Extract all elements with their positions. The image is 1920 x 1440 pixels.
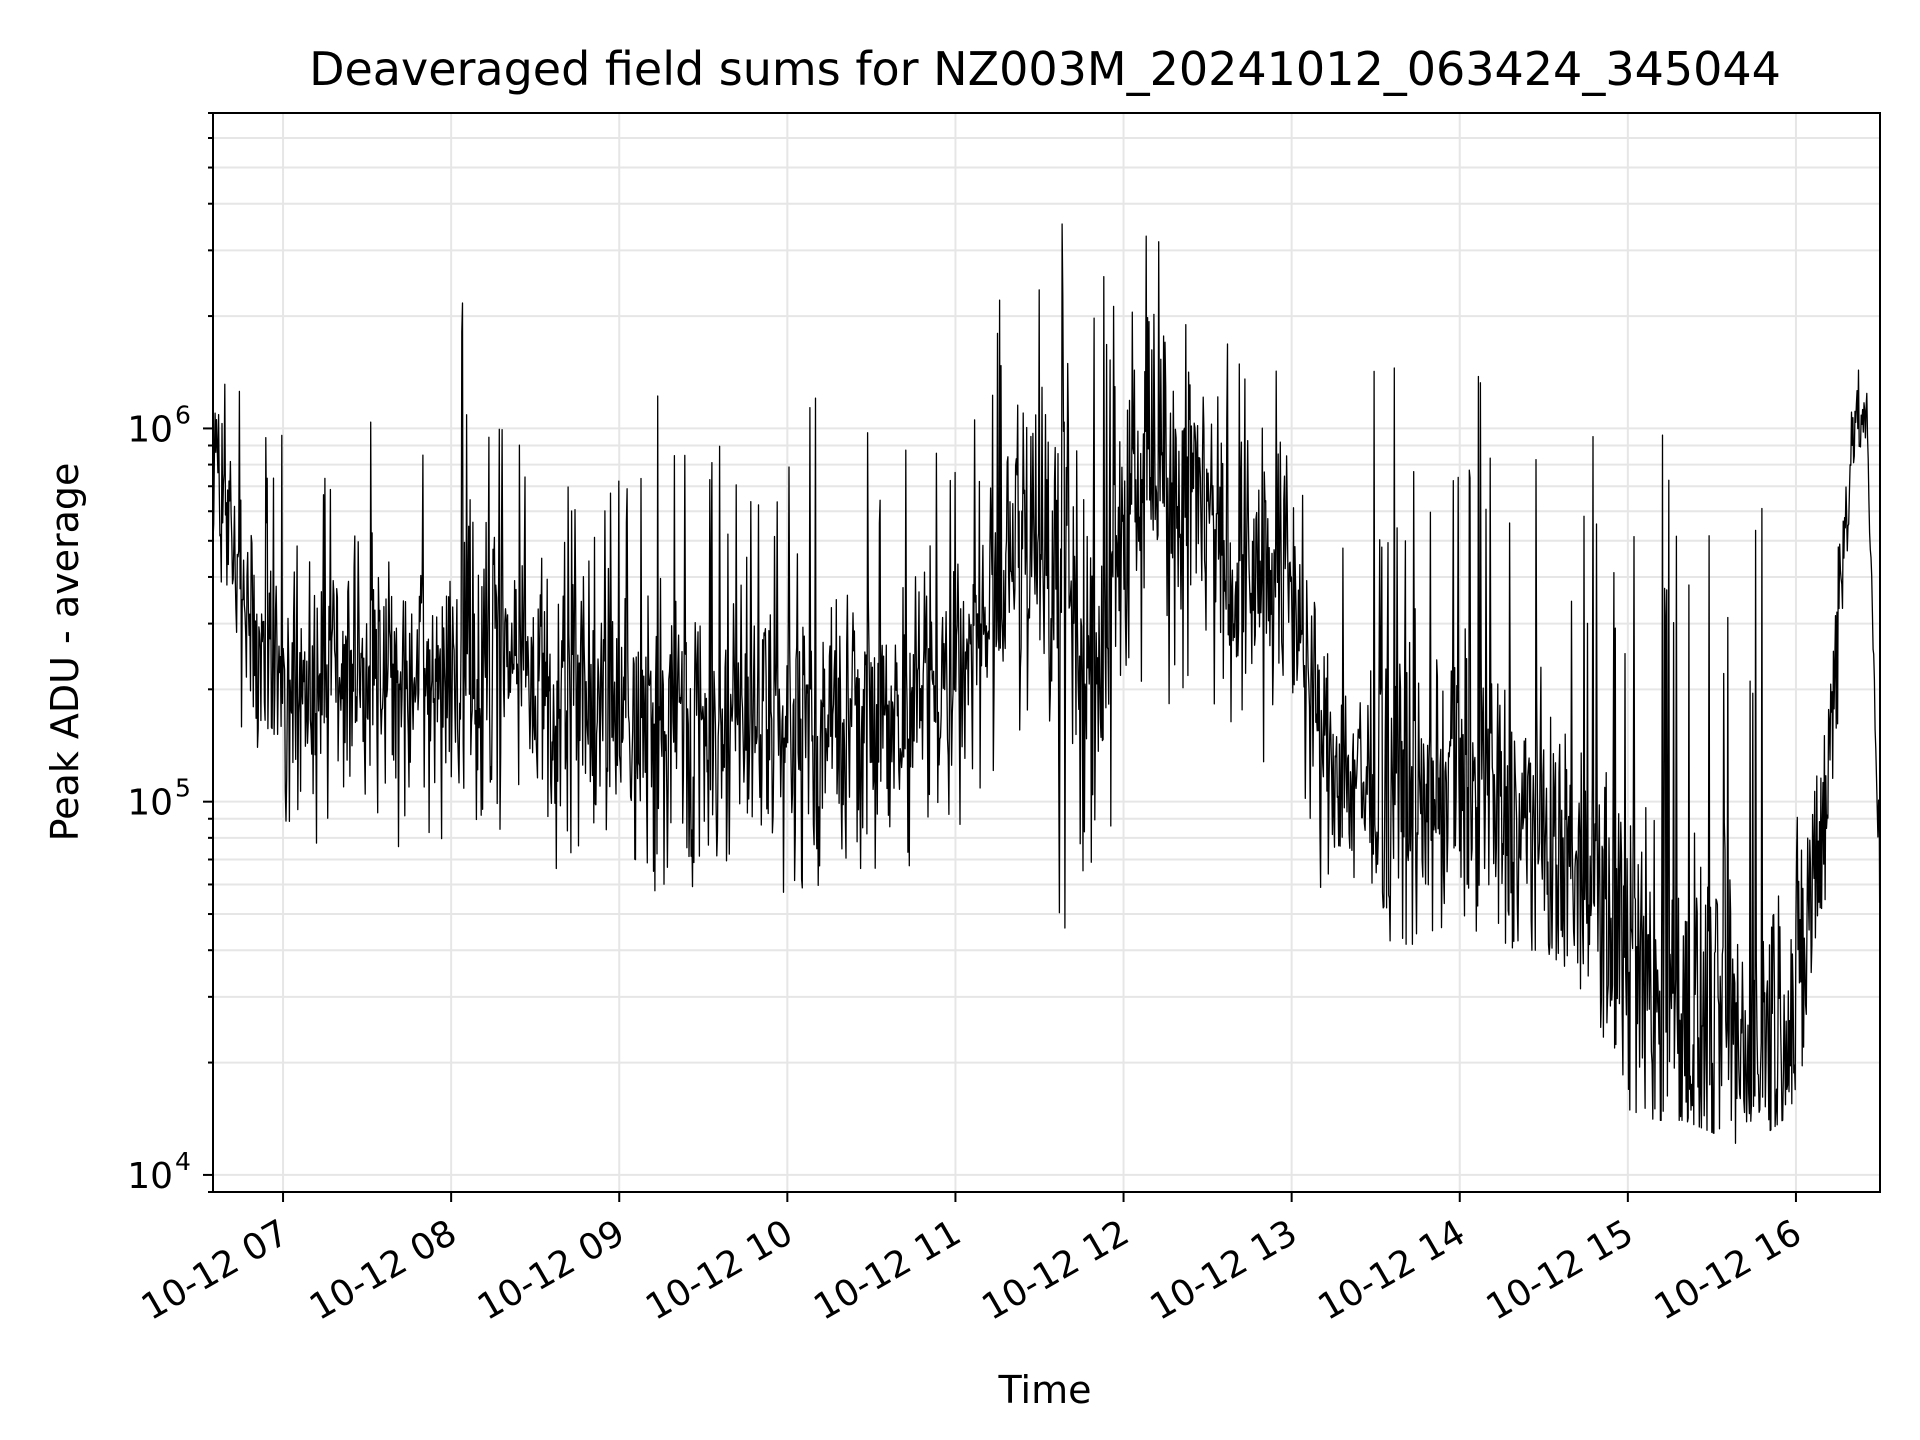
- y-tick-exponent: 6: [175, 400, 191, 429]
- x-axis-label: Time: [998, 1368, 1092, 1412]
- series-line-layer: [212, 223, 1881, 1144]
- y-axis-label: Peak ADU - average: [43, 463, 87, 842]
- series-line: [212, 223, 1881, 1144]
- y-tick-label: 10: [127, 409, 173, 450]
- chart-title: Deaveraged field sums for NZ003M_2024101…: [309, 42, 1781, 96]
- y-tick-label: 10: [127, 783, 173, 824]
- y-tick-exponent: 4: [175, 1147, 191, 1176]
- plot-area-frame: [212, 112, 1881, 1193]
- y-tick-label: 10: [127, 1156, 173, 1197]
- y-tick-exponent: 5: [175, 774, 191, 803]
